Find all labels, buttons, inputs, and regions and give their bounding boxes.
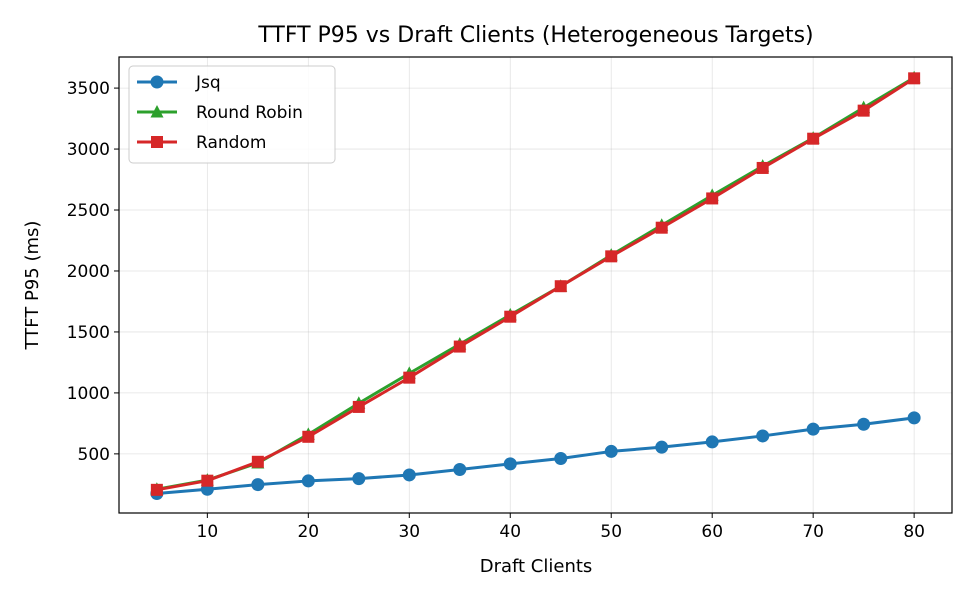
data-point-random <box>504 310 517 323</box>
legend-item-jsq: Jsq <box>137 73 221 93</box>
data-point-random <box>706 192 719 205</box>
data-point-jsq <box>352 472 366 486</box>
legend-label-random: Random <box>196 133 266 153</box>
x-tick-label: 10 <box>197 522 219 542</box>
legend-marker-round-robin <box>150 105 164 118</box>
x-tick-label: 30 <box>398 522 420 542</box>
legend-item-round-robin: Round Robin <box>137 103 303 123</box>
legend-label-round-robin: Round Robin <box>196 103 303 123</box>
x-tick-label: 50 <box>600 522 622 542</box>
ticks: 10 20 30 40 50 60 70 80 500 1000 1500 2000 2500 3000 3… <box>67 79 925 542</box>
data-point-random <box>352 400 365 413</box>
x-axis-label: Draft Clients <box>480 556 593 577</box>
chart-title: TTFT P95 vs Draft Clients (Heterogeneous… <box>257 23 813 48</box>
data-point-jsq <box>806 422 820 436</box>
series-jsq <box>150 411 921 500</box>
data-point-jsq <box>604 444 618 458</box>
x-tick-label: 80 <box>903 522 925 542</box>
data-point-jsq <box>554 451 568 465</box>
legend-label-jsq: Jsq <box>195 73 221 93</box>
data-point-jsq <box>655 440 669 454</box>
data-point-random <box>655 221 668 234</box>
data-point-random <box>908 72 921 85</box>
data-point-random <box>857 104 870 117</box>
y-tick-label: 1000 <box>67 384 110 404</box>
data-point-jsq <box>251 478 265 492</box>
legend-box <box>128 65 336 164</box>
data-point-random <box>756 161 769 174</box>
data-point-jsq <box>301 474 315 488</box>
series-line-jsq <box>156 416 915 495</box>
y-tick-label: 1500 <box>67 323 110 343</box>
data-point-random <box>605 250 618 263</box>
data-point-random <box>453 340 466 353</box>
series-line-random <box>156 77 915 492</box>
data-point-jsq <box>503 457 517 471</box>
x-tick-label: 20 <box>297 522 319 542</box>
data-point-jsq <box>756 429 770 443</box>
data-point-jsq <box>705 435 719 449</box>
y-tick-label: 3500 <box>67 79 110 99</box>
data-point-random <box>201 474 214 487</box>
x-tick-label: 70 <box>802 522 824 542</box>
data-point-random <box>807 132 820 145</box>
y-tick-label: 500 <box>78 445 110 465</box>
data-point-jsq <box>857 417 871 431</box>
y-axis-label: TTFT P95 (ms) <box>22 221 43 351</box>
data-point-random <box>302 430 315 443</box>
legend: Jsq Round Robin Random <box>128 65 336 164</box>
data-point-jsq <box>907 411 921 425</box>
data-point-random <box>150 483 163 496</box>
y-tick-label: 2000 <box>67 262 110 282</box>
legend-marker-jsq <box>150 75 164 89</box>
grid <box>119 57 952 513</box>
data-point-jsq <box>453 462 467 476</box>
plot-frame <box>118 56 953 514</box>
y-tick-label: 3000 <box>67 140 110 160</box>
data-point-random <box>251 455 264 468</box>
y-tick-label: 2500 <box>67 201 110 221</box>
data-point-random <box>403 371 416 384</box>
legend-item-random: Random <box>137 133 266 153</box>
x-tick-label: 40 <box>499 522 521 542</box>
x-tick-label: 60 <box>701 522 723 542</box>
data-point-jsq <box>402 468 416 482</box>
legend-marker-random <box>151 136 163 148</box>
series-layer <box>150 70 921 500</box>
series-random <box>150 72 921 496</box>
data-point-random <box>554 280 567 293</box>
